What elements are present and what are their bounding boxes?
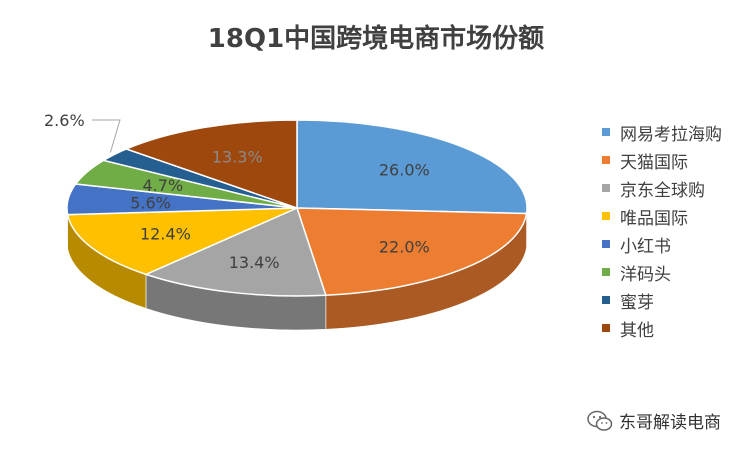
legend-item: 天猫国际 xyxy=(602,146,722,174)
legend-item: 京东全球购 xyxy=(602,174,722,202)
legend-label: 天猫国际 xyxy=(620,152,688,173)
pie-slice xyxy=(66,207,298,276)
data-label: 22.0% xyxy=(379,238,430,257)
pie-slice xyxy=(143,206,327,297)
data-label: 4.7% xyxy=(143,176,184,195)
chart-title: 18Q1中国跨境电商市场份额 xyxy=(207,24,545,54)
legend: 网易考拉海购 天猫国际京东全球购唯品国际小红书洋码头蜜芽其他 xyxy=(602,118,722,342)
legend-swatch xyxy=(602,128,610,136)
data-label: 13.4% xyxy=(229,253,280,272)
legend-label: 唯品国际 xyxy=(620,208,688,229)
legend-item: 洋码头 xyxy=(602,258,722,286)
data-label: 13.3% xyxy=(212,148,263,167)
legend-swatch xyxy=(602,324,610,332)
leader-line xyxy=(92,119,121,153)
legend-item: 小红书 xyxy=(602,230,722,258)
data-label: 26.0% xyxy=(379,160,430,179)
legend-swatch xyxy=(602,212,610,220)
legend-item: 其他 xyxy=(602,314,722,342)
legend-label: 洋码头 xyxy=(620,264,671,285)
legend-swatch xyxy=(602,184,610,192)
data-label: 5.6% xyxy=(130,193,171,212)
legend-swatch xyxy=(602,296,610,304)
data-label: 12.4% xyxy=(140,224,191,243)
legend-label: 其他 xyxy=(620,320,654,341)
legend-swatch xyxy=(602,268,610,276)
pie-slices xyxy=(66,119,528,297)
legend-swatch xyxy=(602,156,610,164)
pie-slice xyxy=(296,119,528,215)
legend-item: 网易考拉海购 xyxy=(602,118,722,146)
data-label: 2.6% xyxy=(44,111,85,130)
legend-label: 小红书 xyxy=(620,236,671,257)
pie-slice xyxy=(295,207,528,297)
watermark-text: 东哥解读电商 xyxy=(619,413,721,433)
legend-label: 网易考拉海购 xyxy=(620,124,722,145)
pie-slice xyxy=(124,119,298,210)
legend-item: 蜜芽 xyxy=(602,286,722,314)
legend-item: 唯品国际 xyxy=(602,202,722,230)
wechat-icon xyxy=(587,410,613,431)
pie-data-labels: 26.0% 22.0% 13.4% 12.4% 5.6%4.7% 2.6% 13.3% xyxy=(44,111,430,272)
legend-swatch xyxy=(602,240,610,248)
watermark: 东哥解读电商 xyxy=(587,408,721,433)
legend-label: 蜜芽 xyxy=(620,292,654,313)
legend-label: 京东全球购 xyxy=(620,180,705,201)
